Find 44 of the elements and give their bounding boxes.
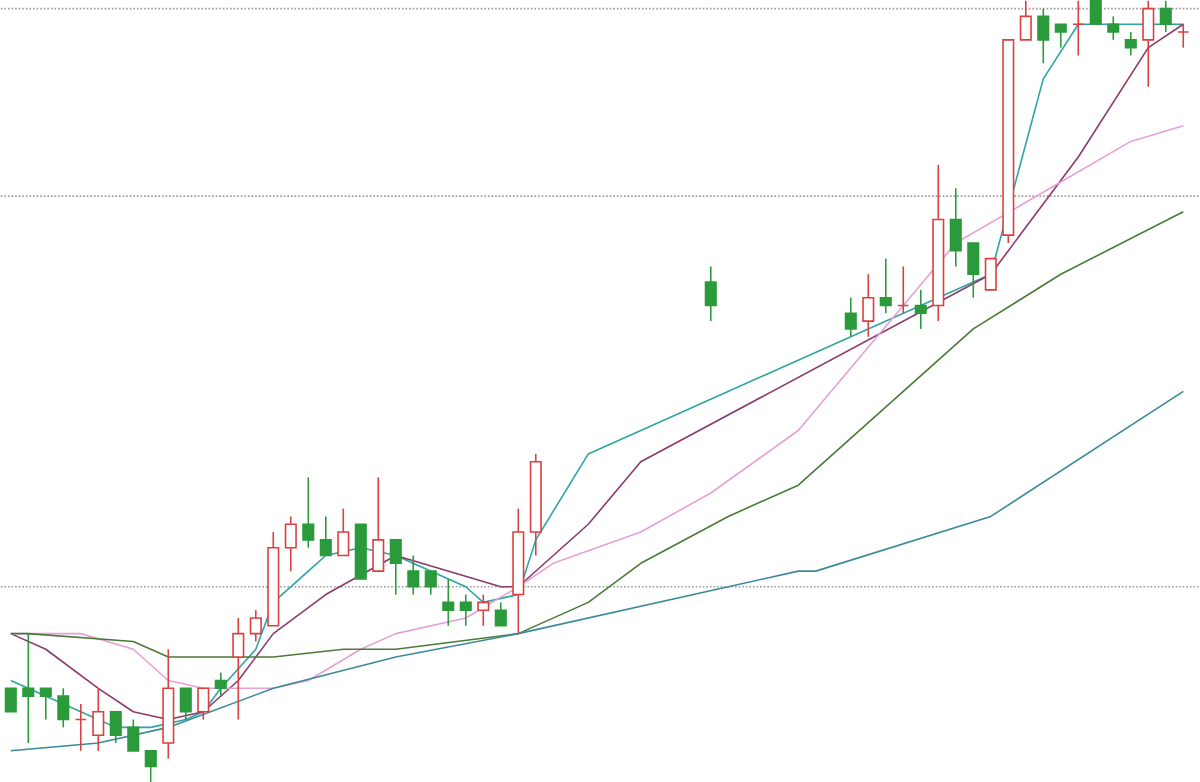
- candlestick: [92, 687, 105, 752]
- candlestick: [984, 257, 997, 291]
- candlestick: [424, 569, 437, 595]
- candlestick: [1089, 0, 1102, 25]
- candlestick: [1107, 15, 1120, 41]
- candlestick: [844, 296, 857, 338]
- candlestick: [284, 515, 297, 572]
- candlestick: [967, 241, 980, 299]
- candlestick: [232, 616, 245, 720]
- candlestick: [144, 749, 157, 782]
- candlestick: [74, 702, 87, 752]
- candlestick: [389, 538, 402, 595]
- candlestick: [1054, 22, 1067, 49]
- candlestick: [372, 476, 385, 572]
- candlestick: [109, 710, 122, 744]
- candlestick: [197, 687, 210, 720]
- candlestick: [214, 671, 227, 697]
- candlestick: [914, 288, 927, 330]
- candlestick: [1177, 22, 1190, 49]
- candlestick: [1142, 0, 1155, 88]
- candlestick: [459, 593, 472, 627]
- candlestick: [477, 593, 490, 627]
- candlestick: [319, 515, 332, 556]
- candlestick: [862, 273, 875, 338]
- candlestick: [704, 265, 717, 322]
- candlestick: [22, 632, 35, 744]
- candlestick: [337, 507, 350, 556]
- candlestick: [442, 577, 455, 627]
- candlestick: [1037, 7, 1050, 64]
- candlestick: [127, 718, 140, 752]
- candlestick: [879, 257, 892, 314]
- candlestick: [1159, 0, 1172, 33]
- candlestick: [1124, 30, 1137, 56]
- candlestick: [57, 687, 70, 728]
- candlestick: [1019, 0, 1032, 41]
- candlestick: [897, 265, 910, 314]
- candlestick: [39, 687, 52, 720]
- candlestick: [407, 554, 420, 595]
- candlestick: [302, 476, 315, 549]
- candlestick: [179, 687, 192, 720]
- candlestick: [249, 608, 262, 642]
- candlestick: [494, 601, 507, 627]
- candlestick: [1072, 0, 1085, 56]
- candlestick: [949, 187, 962, 267]
